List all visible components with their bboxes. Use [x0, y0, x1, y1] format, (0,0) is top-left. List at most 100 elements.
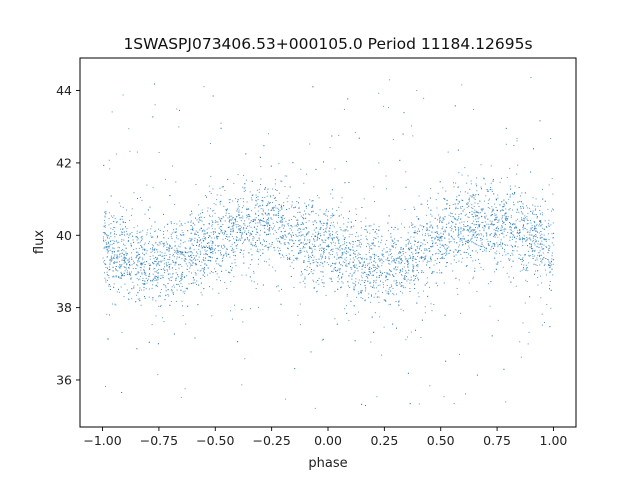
data-point — [521, 269, 523, 271]
data-point — [510, 255, 511, 257]
data-point — [216, 279, 218, 281]
data-point — [410, 242, 412, 244]
data-point — [411, 125, 412, 127]
data-point — [231, 219, 233, 221]
data-point — [328, 244, 329, 246]
data-point — [341, 197, 343, 199]
data-point — [123, 239, 125, 241]
data-point — [304, 202, 306, 204]
data-point — [298, 240, 299, 242]
data-point — [335, 269, 336, 271]
data-point — [336, 222, 338, 224]
data-point — [453, 403, 455, 404]
data-point — [220, 220, 221, 222]
data-point — [550, 289, 552, 291]
data-point — [258, 191, 260, 193]
data-point — [450, 225, 452, 227]
data-point — [299, 211, 301, 213]
data-point — [544, 263, 546, 265]
data-point — [330, 217, 332, 219]
data-point — [303, 260, 305, 262]
data-point — [158, 295, 160, 297]
data-point — [224, 230, 226, 232]
data-point — [136, 251, 138, 253]
data-point — [183, 292, 185, 294]
data-point — [297, 223, 299, 225]
data-point — [287, 201, 289, 203]
data-point — [158, 152, 160, 153]
data-point — [336, 210, 338, 211]
data-point — [277, 238, 279, 239]
data-point — [381, 253, 383, 255]
data-point — [551, 242, 553, 244]
data-point — [375, 266, 377, 268]
data-point — [535, 225, 537, 227]
data-point — [319, 228, 321, 230]
data-point — [297, 229, 299, 231]
data-point — [136, 277, 138, 279]
data-point — [425, 233, 426, 235]
data-point — [108, 250, 110, 252]
data-point — [308, 242, 310, 244]
data-point — [503, 236, 505, 238]
data-point — [128, 240, 130, 241]
data-point — [324, 239, 326, 241]
data-point — [494, 233, 496, 235]
data-point — [427, 281, 429, 283]
data-point — [345, 265, 347, 267]
data-point — [509, 185, 511, 187]
data-point — [158, 305, 160, 307]
data-point — [429, 221, 431, 223]
data-point — [277, 222, 279, 223]
data-point — [124, 261, 126, 263]
data-point — [160, 269, 162, 270]
data-point — [499, 229, 501, 231]
data-point — [453, 238, 455, 240]
data-point — [250, 197, 252, 199]
data-point — [278, 290, 280, 292]
data-point — [491, 335, 493, 337]
data-point — [197, 231, 199, 233]
data-point — [376, 287, 378, 289]
data-point — [274, 249, 276, 251]
data-point — [400, 308, 402, 310]
data-point — [230, 269, 232, 271]
data-point — [119, 253, 121, 255]
data-point — [455, 277, 457, 279]
data-point — [185, 287, 187, 289]
data-point — [431, 272, 433, 274]
data-point — [364, 280, 366, 282]
data-point — [541, 313, 543, 315]
data-point — [113, 251, 115, 253]
data-point — [460, 191, 462, 193]
data-point — [321, 250, 323, 251]
data-point — [529, 237, 531, 239]
data-point — [249, 214, 250, 216]
data-point — [269, 233, 271, 235]
data-point — [221, 246, 222, 248]
data-point — [220, 265, 222, 267]
data-point — [224, 189, 226, 191]
data-point — [307, 261, 309, 263]
data-point — [212, 188, 214, 190]
data-point — [110, 241, 111, 242]
data-point — [181, 265, 183, 267]
data-point — [462, 210, 464, 212]
data-point — [338, 206, 340, 208]
data-point — [527, 231, 529, 233]
data-point — [354, 264, 355, 266]
data-point — [519, 229, 521, 231]
data-point — [388, 254, 390, 256]
data-point — [195, 263, 197, 265]
data-point — [407, 243, 409, 245]
data-point — [218, 232, 220, 234]
data-point — [381, 258, 383, 260]
data-point — [502, 242, 504, 244]
data-point — [165, 290, 167, 292]
data-point — [130, 242, 132, 244]
data-point — [508, 258, 510, 260]
data-point — [351, 278, 353, 280]
data-point — [495, 263, 497, 265]
data-point — [270, 227, 272, 229]
data-point — [248, 230, 250, 232]
